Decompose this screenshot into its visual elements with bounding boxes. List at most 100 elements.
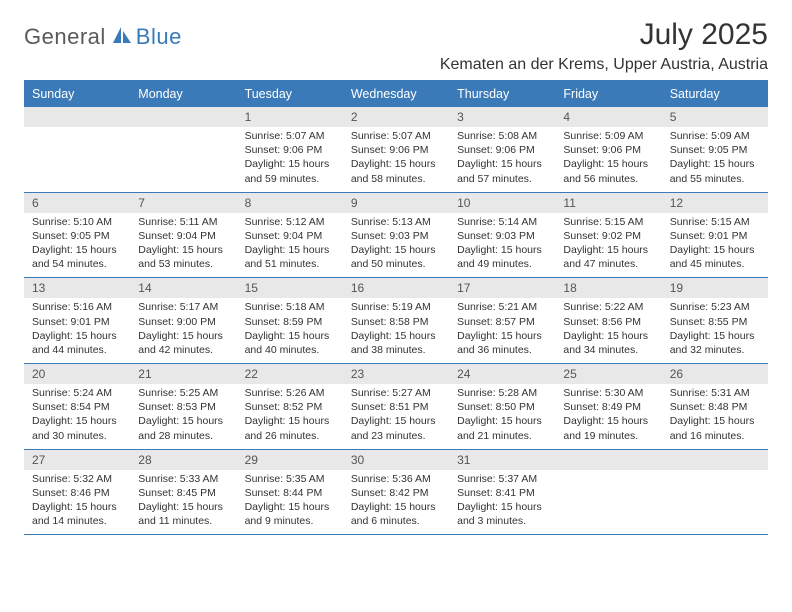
sunset-text: Sunset: 9:00 PM [138,315,228,329]
daylight-text: Daylight: 15 hours and 45 minutes. [670,243,760,271]
daylight-text: Daylight: 15 hours and 59 minutes. [245,157,335,185]
day-cell: Sunrise: 5:12 AMSunset: 9:04 PMDaylight:… [237,213,343,278]
day-cell: Sunrise: 5:32 AMSunset: 8:46 PMDaylight:… [24,470,130,535]
sunset-text: Sunset: 9:06 PM [563,143,653,157]
sunrise-text: Sunrise: 5:18 AM [245,300,335,314]
sunset-text: Sunset: 8:45 PM [138,486,228,500]
day-number: 2 [343,107,449,127]
sunrise-text: Sunrise: 5:22 AM [563,300,653,314]
calendar-page: General Blue July 2025 Kematen an der Kr… [0,0,792,535]
sunrise-text: Sunrise: 5:25 AM [138,386,228,400]
day-cell: Sunrise: 5:16 AMSunset: 9:01 PMDaylight:… [24,298,130,363]
day-cell: Sunrise: 5:14 AMSunset: 9:03 PMDaylight:… [449,213,555,278]
day-cell: Sunrise: 5:28 AMSunset: 8:50 PMDaylight:… [449,384,555,449]
day-number: 5 [662,107,768,127]
sunrise-text: Sunrise: 5:33 AM [138,472,228,486]
sunset-text: Sunset: 8:48 PM [670,400,760,414]
dow-tuesday: Tuesday [237,82,343,107]
sunset-text: Sunset: 8:51 PM [351,400,441,414]
daynum-row: 6789101112 [24,193,768,213]
daylight-text: Daylight: 15 hours and 3 minutes. [457,500,547,528]
sunrise-text: Sunrise: 5:10 AM [32,215,122,229]
day-number: 21 [130,364,236,384]
sunset-text: Sunset: 8:55 PM [670,315,760,329]
calendar-grid: Sunday Monday Tuesday Wednesday Thursday… [24,80,768,535]
sunrise-text: Sunrise: 5:30 AM [563,386,653,400]
sunrise-text: Sunrise: 5:15 AM [670,215,760,229]
daylight-text: Daylight: 15 hours and 28 minutes. [138,414,228,442]
sunrise-text: Sunrise: 5:08 AM [457,129,547,143]
sunrise-text: Sunrise: 5:13 AM [351,215,441,229]
day-cell: Sunrise: 5:13 AMSunset: 9:03 PMDaylight:… [343,213,449,278]
day-number: 16 [343,278,449,298]
day-number: 25 [555,364,661,384]
day-number: 17 [449,278,555,298]
daylight-text: Daylight: 15 hours and 6 minutes. [351,500,441,528]
sunset-text: Sunset: 9:06 PM [457,143,547,157]
day-cell: Sunrise: 5:18 AMSunset: 8:59 PMDaylight:… [237,298,343,363]
daynum-row: 13141516171819 [24,278,768,298]
sunset-text: Sunset: 8:42 PM [351,486,441,500]
daynum-row: 2728293031 [24,450,768,470]
day-cell: Sunrise: 5:15 AMSunset: 9:02 PMDaylight:… [555,213,661,278]
daylight-text: Daylight: 15 hours and 9 minutes. [245,500,335,528]
daylight-text: Daylight: 15 hours and 14 minutes. [32,500,122,528]
week: 20212223242526Sunrise: 5:24 AMSunset: 8:… [24,364,768,450]
sunrise-text: Sunrise: 5:27 AM [351,386,441,400]
sunset-text: Sunset: 9:03 PM [351,229,441,243]
sunset-text: Sunset: 9:05 PM [32,229,122,243]
sunrise-text: Sunrise: 5:16 AM [32,300,122,314]
day-cell [24,127,130,192]
sunrise-text: Sunrise: 5:07 AM [351,129,441,143]
sunset-text: Sunset: 8:53 PM [138,400,228,414]
week: 13141516171819Sunrise: 5:16 AMSunset: 9:… [24,278,768,364]
day-cell: Sunrise: 5:23 AMSunset: 8:55 PMDaylight:… [662,298,768,363]
day-number: 4 [555,107,661,127]
sunset-text: Sunset: 9:04 PM [138,229,228,243]
day-cell: Sunrise: 5:33 AMSunset: 8:45 PMDaylight:… [130,470,236,535]
daylight-text: Daylight: 15 hours and 11 minutes. [138,500,228,528]
day-number [24,107,130,127]
day-cell: Sunrise: 5:10 AMSunset: 9:05 PMDaylight:… [24,213,130,278]
daylight-text: Daylight: 15 hours and 30 minutes. [32,414,122,442]
sunrise-text: Sunrise: 5:37 AM [457,472,547,486]
day-cell [555,470,661,535]
sunrise-text: Sunrise: 5:23 AM [670,300,760,314]
daylight-text: Daylight: 15 hours and 56 minutes. [563,157,653,185]
sunrise-text: Sunrise: 5:24 AM [32,386,122,400]
title-block: July 2025 Kematen an der Krems, Upper Au… [440,18,768,74]
day-number: 11 [555,193,661,213]
day-number [555,450,661,470]
sunset-text: Sunset: 8:41 PM [457,486,547,500]
sunrise-text: Sunrise: 5:11 AM [138,215,228,229]
dow-sunday: Sunday [24,82,130,107]
sunset-text: Sunset: 9:04 PM [245,229,335,243]
sunset-text: Sunset: 9:01 PM [670,229,760,243]
day-number: 23 [343,364,449,384]
day-number: 6 [24,193,130,213]
day-number: 19 [662,278,768,298]
sunrise-text: Sunrise: 5:09 AM [563,129,653,143]
brand-part2: Blue [136,24,182,50]
day-cell: Sunrise: 5:31 AMSunset: 8:48 PMDaylight:… [662,384,768,449]
sunrise-text: Sunrise: 5:26 AM [245,386,335,400]
day-number: 7 [130,193,236,213]
daylight-text: Daylight: 15 hours and 26 minutes. [245,414,335,442]
sunset-text: Sunset: 8:46 PM [32,486,122,500]
day-number: 29 [237,450,343,470]
day-cell: Sunrise: 5:19 AMSunset: 8:58 PMDaylight:… [343,298,449,363]
brand-sail-icon [111,25,133,50]
dow-friday: Friday [555,82,661,107]
daylight-text: Daylight: 15 hours and 21 minutes. [457,414,547,442]
day-cell: Sunrise: 5:17 AMSunset: 9:00 PMDaylight:… [130,298,236,363]
sunrise-text: Sunrise: 5:14 AM [457,215,547,229]
sunset-text: Sunset: 8:54 PM [32,400,122,414]
sunset-text: Sunset: 8:58 PM [351,315,441,329]
dow-wednesday: Wednesday [343,82,449,107]
sunset-text: Sunset: 9:05 PM [670,143,760,157]
daylight-text: Daylight: 15 hours and 50 minutes. [351,243,441,271]
day-number: 15 [237,278,343,298]
daylight-text: Daylight: 15 hours and 40 minutes. [245,329,335,357]
day-cell: Sunrise: 5:21 AMSunset: 8:57 PMDaylight:… [449,298,555,363]
sunrise-text: Sunrise: 5:19 AM [351,300,441,314]
